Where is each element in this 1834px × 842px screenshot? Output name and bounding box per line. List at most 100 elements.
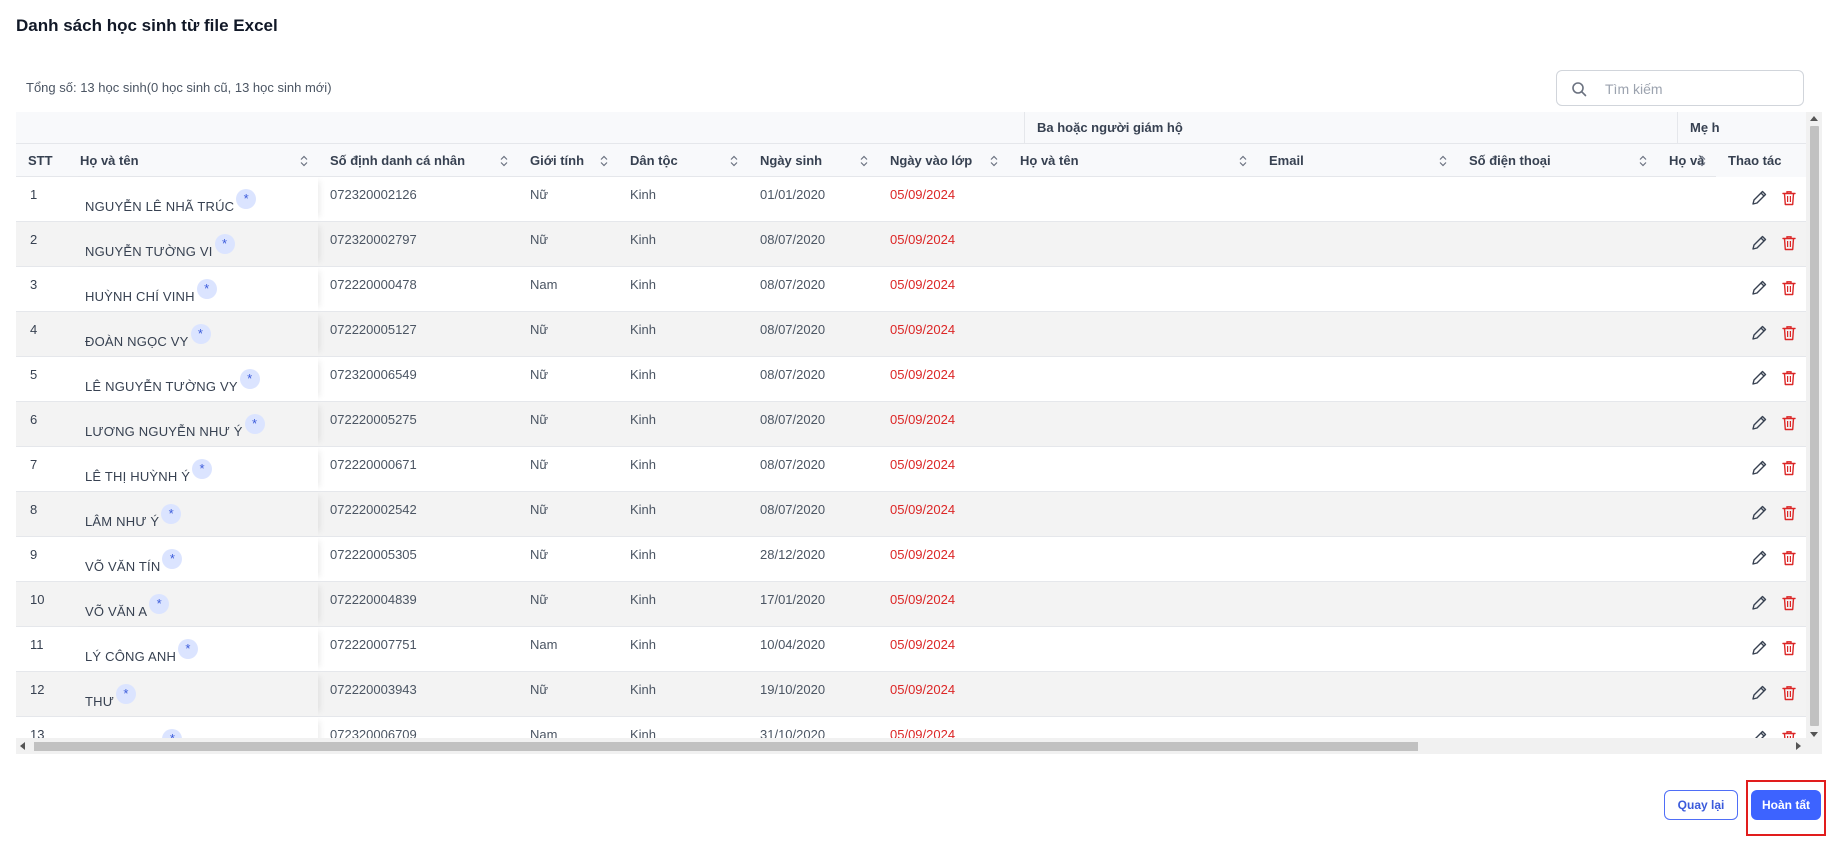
- search-box[interactable]: [1556, 70, 1804, 106]
- student-name: HUỲNH CHÍ VINH: [85, 289, 195, 304]
- sort-icon[interactable]: [1698, 155, 1706, 167]
- cell-dob: 08/07/2020: [760, 322, 826, 337]
- trash-icon[interactable]: [1780, 639, 1798, 657]
- back-button[interactable]: Quay lại: [1664, 790, 1738, 820]
- col-name[interactable]: Họ và tên: [68, 144, 318, 177]
- col-id[interactable]: Số định danh cá nhân: [318, 144, 518, 177]
- trash-icon[interactable]: [1780, 549, 1798, 567]
- cell-ethnic: Kinh: [630, 367, 657, 382]
- row-actions: [1716, 582, 1806, 626]
- col-enroll[interactable]: Ngày vào lớp: [878, 144, 1008, 177]
- cell-enroll: 05/09/2024: [890, 232, 956, 247]
- cell-stt: 8: [30, 502, 38, 517]
- pencil-icon[interactable]: [1750, 639, 1768, 657]
- horizontal-scroll-thumb[interactable]: [34, 742, 1418, 751]
- new-student-badge: *: [239, 369, 260, 389]
- group-header-row: Ba hoặc người giám hộ Mẹ h: [16, 112, 1806, 144]
- sort-icon[interactable]: [990, 155, 998, 167]
- cell-dob: 10/04/2020: [760, 637, 826, 652]
- pencil-icon[interactable]: [1750, 504, 1768, 522]
- vertical-scrollbar[interactable]: [1806, 112, 1822, 754]
- pencil-icon[interactable]: [1750, 189, 1768, 207]
- cell-gender: Nữ: [530, 457, 549, 472]
- pencil-icon[interactable]: [1750, 234, 1768, 252]
- col-mother-name[interactable]: Họ và: [1657, 144, 1716, 177]
- cell-name: ĐOÀN NGỌC VY*: [68, 312, 318, 356]
- sort-icon[interactable]: [300, 155, 308, 167]
- pencil-icon[interactable]: [1750, 414, 1768, 432]
- cell-stt: 10: [30, 592, 45, 607]
- student-name: ĐOÀN NGỌC VY: [85, 334, 189, 349]
- sort-icon[interactable]: [1439, 155, 1447, 167]
- cell-stt: 3: [30, 277, 38, 292]
- row-actions: [1716, 312, 1806, 356]
- pencil-icon[interactable]: [1750, 549, 1768, 567]
- col-father-name[interactable]: Họ và tên: [1008, 144, 1257, 177]
- cell-stt: 7: [30, 457, 38, 472]
- pencil-icon[interactable]: [1750, 594, 1768, 612]
- vertical-scroll-thumb[interactable]: [1810, 126, 1819, 726]
- table-row: 6 072220005275 Nữ Kinh 08/07/2020 05/09/2024 L…: [16, 402, 1806, 447]
- sort-icon[interactable]: [1639, 155, 1647, 167]
- col-gender[interactable]: Giới tính: [518, 144, 618, 177]
- cell-id: 072220000478: [330, 277, 417, 292]
- cell-id: 072220004839: [330, 592, 417, 607]
- scroll-right-arrow-icon[interactable]: [1796, 742, 1801, 750]
- summary-text: Tổng số: 13 học sinh(0 học sinh cũ, 13 h…: [26, 80, 332, 95]
- search-input[interactable]: [1605, 78, 1795, 100]
- scroll-up-arrow-icon[interactable]: [1810, 116, 1818, 121]
- row-actions: [1716, 492, 1806, 536]
- cell-gender: Nữ: [530, 187, 549, 202]
- sort-icon[interactable]: [730, 155, 738, 167]
- trash-icon[interactable]: [1780, 504, 1798, 522]
- col-ethnic[interactable]: Dân tộc: [618, 144, 748, 177]
- pencil-icon[interactable]: [1750, 279, 1768, 297]
- student-name: LÊ NGUYỄN TƯỜNG VY: [85, 379, 238, 394]
- trash-icon[interactable]: [1780, 684, 1798, 702]
- cell-id: 072220003943: [330, 682, 417, 697]
- col-father-phone[interactable]: Số điện thoại: [1457, 144, 1657, 177]
- scroll-down-arrow-icon[interactable]: [1810, 732, 1818, 737]
- pencil-icon[interactable]: [1750, 684, 1768, 702]
- table-row: 4 072220005127 Nữ Kinh 08/07/2020 05/09/2024 Đ…: [16, 312, 1806, 357]
- trash-icon[interactable]: [1780, 279, 1798, 297]
- student-name: NGUYỄN TƯỜNG VI: [85, 244, 213, 259]
- row-actions: [1716, 627, 1806, 671]
- pencil-icon[interactable]: [1750, 459, 1768, 477]
- student-name: VÕ VĂN TÍN: [85, 559, 161, 574]
- cell-dob: 08/07/2020: [760, 502, 826, 517]
- scroll-left-arrow-icon[interactable]: [20, 742, 25, 750]
- sort-icon[interactable]: [500, 155, 508, 167]
- trash-icon[interactable]: [1780, 369, 1798, 387]
- cell-stt: 11: [30, 637, 44, 652]
- cell-enroll: 05/09/2024: [890, 412, 956, 427]
- pencil-icon[interactable]: [1750, 324, 1768, 342]
- col-father-phone-label: Số điện thoại: [1469, 153, 1551, 168]
- done-button[interactable]: Hoàn tất: [1751, 790, 1821, 820]
- cell-enroll: 05/09/2024: [890, 682, 956, 697]
- sort-icon[interactable]: [1239, 155, 1247, 167]
- group-header-mother: Mẹ h: [1677, 112, 1806, 144]
- col-stt: STT: [28, 153, 53, 168]
- cell-enroll: 05/09/2024: [890, 322, 956, 337]
- col-father-email[interactable]: Email: [1257, 144, 1457, 177]
- cell-ethnic: Kinh: [630, 232, 657, 247]
- sort-icon[interactable]: [860, 155, 868, 167]
- table-row: 5 072320006549 Nữ Kinh 08/07/2020 05/09/2024 L…: [16, 357, 1806, 402]
- trash-icon[interactable]: [1780, 324, 1798, 342]
- cell-dob: 08/07/2020: [760, 457, 826, 472]
- trash-icon[interactable]: [1780, 234, 1798, 252]
- cell-gender: Nữ: [530, 232, 549, 247]
- cell-enroll: 05/09/2024: [890, 457, 956, 472]
- trash-icon[interactable]: [1780, 414, 1798, 432]
- cell-name: LÝ CÔNG ANH*: [68, 627, 318, 671]
- sort-icon[interactable]: [600, 155, 608, 167]
- new-student-badge: *: [178, 639, 199, 659]
- trash-icon[interactable]: [1780, 189, 1798, 207]
- pencil-icon[interactable]: [1750, 369, 1768, 387]
- trash-icon[interactable]: [1780, 459, 1798, 477]
- col-dob[interactable]: Ngày sinh: [748, 144, 878, 177]
- horizontal-scrollbar[interactable]: [16, 738, 1806, 754]
- cell-gender: Nữ: [530, 682, 549, 697]
- trash-icon[interactable]: [1780, 594, 1798, 612]
